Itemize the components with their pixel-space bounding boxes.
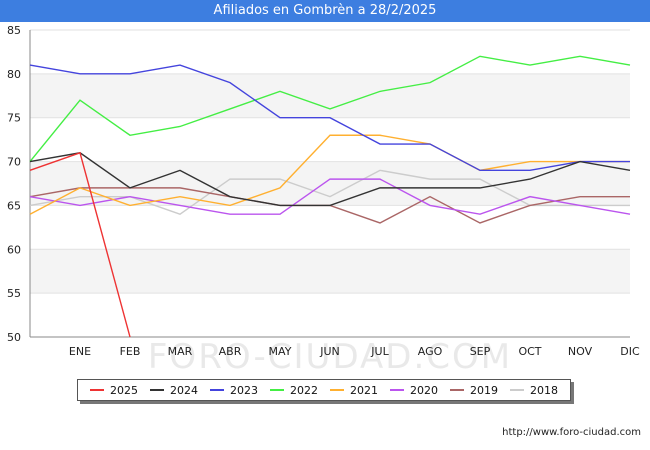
legend-item-2021: 2021 <box>330 384 378 397</box>
x-tick-label: MAR <box>168 345 193 358</box>
legend-swatch <box>210 389 224 391</box>
y-tick-labels: 50 55 60 65 70 75 80 85 <box>7 24 21 344</box>
x-tick-label: FEB <box>120 345 141 358</box>
y-tick-label: 70 <box>7 156 21 169</box>
legend-label: 2018 <box>530 383 558 397</box>
legend-item-2025: 2025 <box>90 384 138 397</box>
y-tick-label: 75 <box>7 112 21 125</box>
y-tick-label: 60 <box>7 243 21 256</box>
y-tick-label: 80 <box>7 68 21 81</box>
legend-label: 2023 <box>230 383 258 397</box>
legend-item-2023: 2023 <box>210 384 258 397</box>
legend-swatch <box>450 389 464 391</box>
legend-swatch <box>150 389 164 391</box>
legend-label: 2024 <box>170 383 198 397</box>
x-tick-label: ENE <box>69 345 91 358</box>
x-tick-label: MAY <box>269 345 292 358</box>
x-tick-labels: ENE FEB MAR ABR MAY JUN JUL AGO SEP OCT NOV DIC <box>69 345 640 358</box>
y-tick-label: 65 <box>7 199 21 212</box>
x-tick-label: ABR <box>219 345 242 358</box>
legend-item-2022: 2022 <box>270 384 318 397</box>
series-line-2022 <box>29 55 631 163</box>
y-tick-label: 85 <box>7 24 21 37</box>
y-tick-label: 50 <box>7 331 21 344</box>
series-line-2023 <box>29 64 630 172</box>
x-tick-label: OCT <box>518 345 541 358</box>
legend-label: 2020 <box>410 383 438 397</box>
grid-band <box>30 73 630 118</box>
series-line-2020 <box>29 178 631 215</box>
legend-swatch <box>270 389 284 391</box>
grid-band <box>30 161 630 206</box>
chart-title: Afiliados en Gombrèn a 28/2/2025 <box>0 0 650 22</box>
series-lines <box>29 55 631 338</box>
x-tick-label: AGO <box>418 345 443 358</box>
plot-background <box>30 30 630 337</box>
y-tick-label: 55 <box>7 287 21 300</box>
legend: 2025 2024 2023 2022 2021 2020 2019 2018 <box>77 379 571 401</box>
legend-item-2019: 2019 <box>450 384 498 397</box>
x-tick-label: SEP <box>470 345 491 358</box>
watermark: FORO-CIUDAD.COM <box>148 337 512 377</box>
legend-swatch <box>330 389 344 391</box>
legend-item-2018: 2018 <box>510 384 558 397</box>
legend-swatch <box>90 389 104 391</box>
x-tick-label: NOV <box>568 345 593 358</box>
series-line-2025 <box>29 151 131 338</box>
footer-url[interactable]: http://www.foro-ciudad.com <box>502 427 641 438</box>
x-tick-label: DIC <box>620 345 640 358</box>
grid-band <box>30 249 630 294</box>
legend-swatch <box>390 389 404 391</box>
legend-swatch <box>510 389 524 391</box>
series-line-2021 <box>29 134 630 215</box>
series-line-2024 <box>29 152 631 207</box>
legend-label: 2019 <box>470 383 498 397</box>
x-tick-label: JUL <box>370 345 389 358</box>
legend-label: 2025 <box>110 383 138 397</box>
legend-label: 2021 <box>350 383 378 397</box>
legend-label: 2022 <box>290 383 318 397</box>
x-tick-label: JUN <box>319 345 340 358</box>
legend-item-2024: 2024 <box>150 384 198 397</box>
legend-item-2020: 2020 <box>390 384 438 397</box>
